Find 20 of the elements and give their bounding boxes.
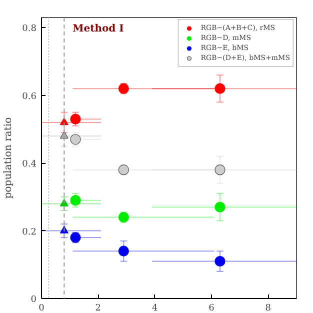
x-tick-label: 8 — [265, 304, 272, 313]
point — [214, 256, 226, 267]
point — [214, 164, 226, 176]
point — [214, 83, 226, 94]
y-tick-label: 0.6 — [22, 92, 37, 102]
y-tick-label: 0.8 — [22, 24, 37, 34]
y-tick-label: 0.2 — [22, 227, 37, 238]
y-axis-title: population ratio — [3, 117, 14, 199]
y-tick-label: 0 — [30, 295, 37, 305]
annotation: Method I — [72, 23, 124, 34]
point — [214, 202, 226, 212]
x-tick-label: 4 — [152, 304, 158, 313]
x-tick-label: 6 — [208, 304, 215, 313]
y-tick-label: 0.4 — [22, 160, 37, 170]
point — [118, 164, 129, 176]
x-tick-label: 0 — [38, 304, 45, 313]
point — [70, 195, 81, 206]
x-tick-label: 2 — [95, 304, 102, 313]
point — [118, 246, 129, 256]
point — [70, 134, 81, 145]
